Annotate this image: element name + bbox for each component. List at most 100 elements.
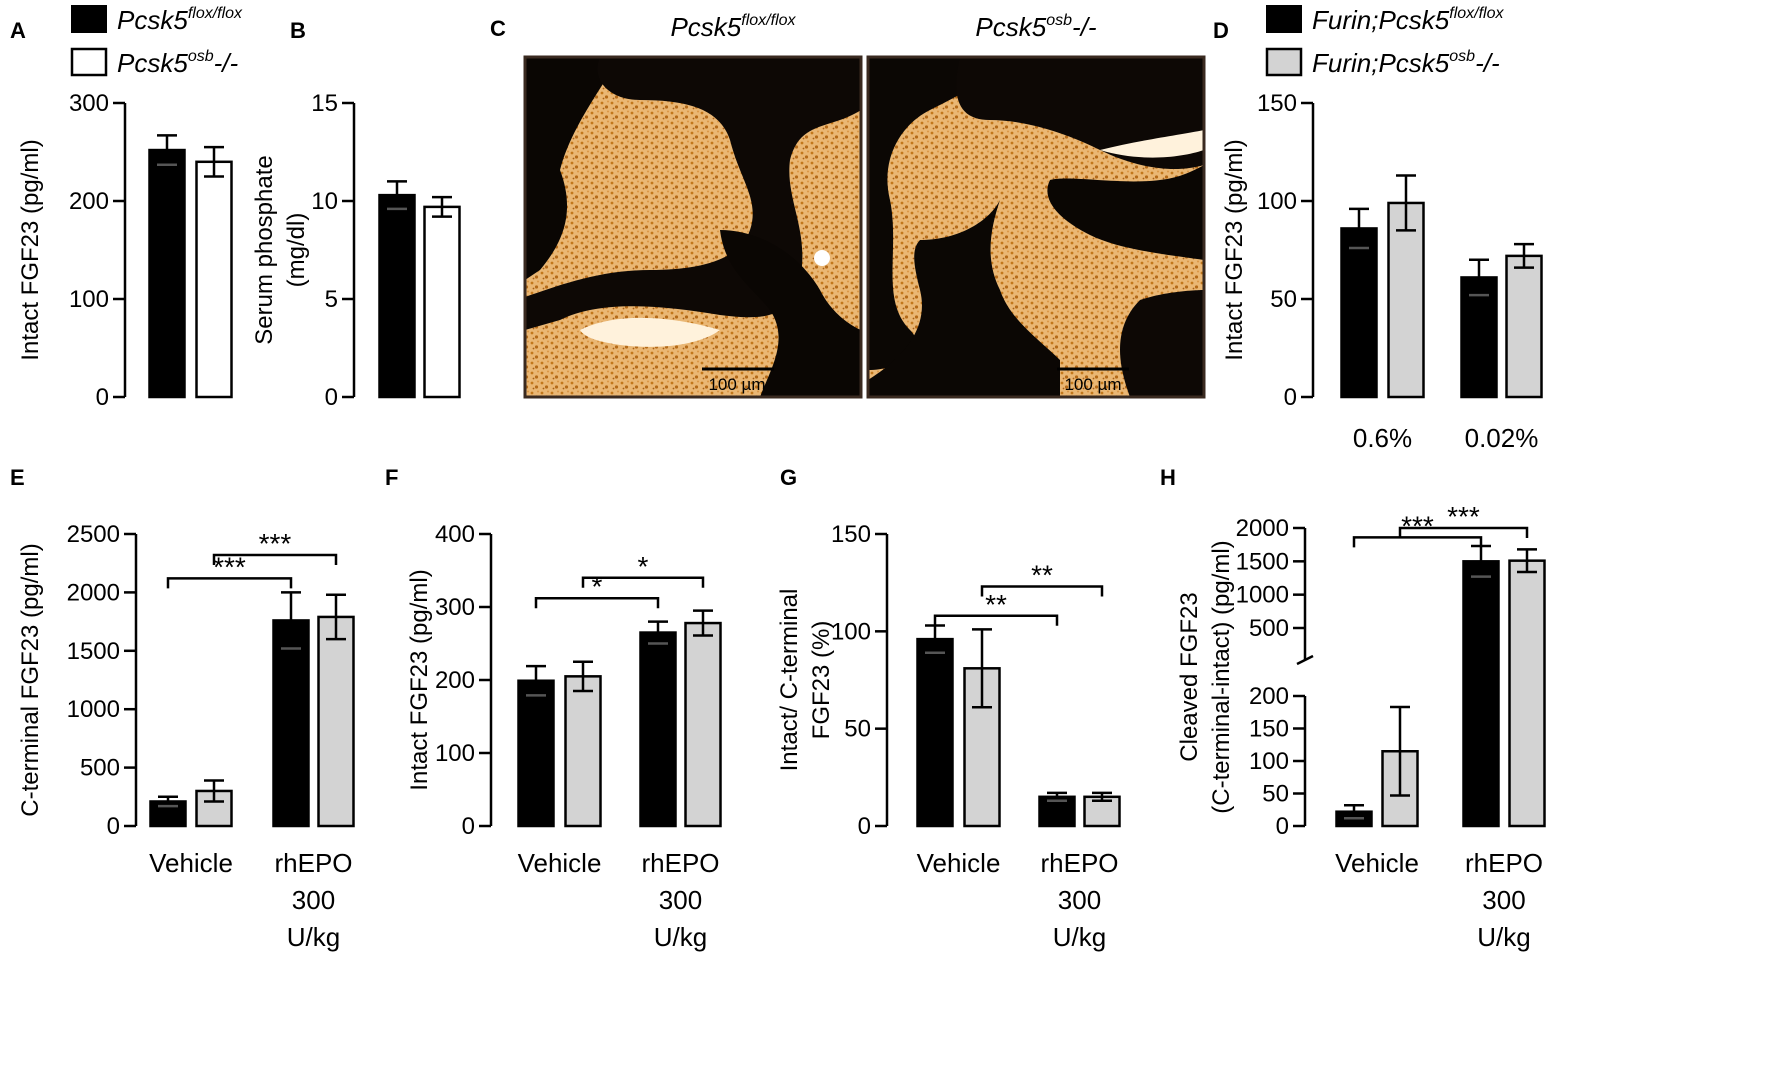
y-tick-label: 50 [1262,781,1289,808]
chart-panel-b: B 0 5 10 15 Serum phosphate (mg/dl) [251,18,461,411]
y-tick-label: 400 [435,521,475,548]
panel-c-micrographs: C Pcsk5flox/flox Pcsk5osb-/- 100 µm 100 … [490,12,1206,399]
y-tick-label: 500 [1249,615,1289,642]
legend-swatch-flox [71,5,107,33]
y-tick-label: 100 [1249,748,1289,775]
y-tick-label: 150 [1257,90,1297,117]
bar [378,193,416,399]
x-category-label: U/kg [654,922,707,952]
panel-label-g: G [780,465,797,490]
x-category-label: U/kg [1053,922,1106,952]
y-axis-label: Intact FGF23 (pg/ml) [406,569,433,790]
x-category-label: 300 [659,885,702,915]
y-tick-label: 150 [831,521,871,548]
significance-label: *** [213,551,246,582]
x-category-label: rhEPO [641,848,719,878]
significance-bracket [933,614,1059,626]
bar [517,679,555,828]
y-tick-label: 50 [844,716,871,743]
y-tick-label: 2500 [67,521,120,548]
x-category-label: Vehicle [518,848,602,878]
bar [1462,560,1500,828]
bar [1505,254,1543,399]
chart-panel-a: A 0 100 200 300 Intact FGF23 (pg/ml) [10,18,233,411]
legend-swatch-furin-osb [1265,47,1303,77]
bar [149,800,187,828]
y-axis-label: Cleaved FGF23 [1176,592,1203,761]
chart-panel-e: E 0 500 1000 1500 2000 2500 C-terminal FGF23 (p… [10,465,355,952]
x-category-label: 300 [1058,885,1101,915]
x-category-label: 300 [292,885,335,915]
y-axis-label: (mg/dl) [283,213,310,288]
x-category-label: 300 [1482,885,1525,915]
x-category-label: U/kg [1477,922,1530,952]
y-tick-label: 200 [69,188,109,215]
micrograph-left: 100 µm [523,55,863,399]
y-tick-label: 1000 [1236,582,1289,609]
legend-top-right: Furin;Pcsk5flox/flox Furin;Pcsk5osb-/- [1265,5,1505,78]
y-tick-label: 50 [1270,286,1297,313]
y-tick-label: 100 [831,618,871,645]
legend-label-furin-flox: Furin;Pcsk5flox/flox [1312,5,1505,35]
y-tick-label: 200 [435,667,475,694]
x-category-label: 0.02% [1465,423,1539,453]
bar [1387,201,1425,399]
significance-label: *** [1401,510,1434,541]
legend-label-flox: Pcsk5flox/flox [117,5,243,35]
legend-swatch-furin-flox [1266,5,1302,33]
legend-label-furin-osb: Furin;Pcsk5osb-/- [1312,48,1500,78]
bar [639,631,677,828]
significance-label: ** [1031,560,1053,591]
y-tick-label: 2000 [1236,515,1289,542]
significance-bracket [1398,526,1529,538]
significance-bracket [980,585,1104,597]
panel-label-f: F [385,465,398,490]
micrograph-right: 100 µm [866,55,1206,399]
bar [423,205,461,399]
y-tick-label: 150 [1249,716,1289,743]
y-tick-label: 1500 [1236,548,1289,575]
significance-bracket [1352,536,1483,548]
significance-label: *** [1447,501,1480,532]
y-tick-label: 0 [1284,384,1297,411]
significance-label: * [638,551,649,582]
x-category-label: Vehicle [1335,848,1419,878]
legend-top-left: Pcsk5flox/flox Pcsk5osb-/- [70,5,243,78]
scale-label-left: 100 µm [708,375,765,394]
y-tick-label: 10 [311,188,338,215]
y-tick-label: 300 [69,90,109,117]
y-tick-label: 2000 [67,579,120,606]
y-tick-label: 1000 [67,696,120,723]
x-category-label: rhEPO [1465,848,1543,878]
micrograph-title-left: Pcsk5flox/flox [670,12,796,42]
panel-label-b: B [290,18,306,43]
significance-label: * [592,571,603,602]
x-category-label: Vehicle [149,848,233,878]
y-tick-label: 0 [462,813,475,840]
y-axis-label: Intact FGF23 (pg/ml) [17,139,44,360]
bar [916,637,954,828]
y-axis-label: Serum phosphate [251,155,278,344]
y-tick-label: 0 [325,384,338,411]
bar [1508,559,1546,828]
legend-label-osb: Pcsk5osb-/- [117,48,238,78]
y-tick-label: 100 [69,286,109,313]
y-axis-label: FGF23 (%) [808,621,835,740]
bar [1460,276,1498,399]
x-category-label: Vehicle [917,848,1001,878]
bar [1340,227,1378,399]
significance-bracket [534,596,660,609]
bar [148,148,186,399]
bar [317,615,355,828]
chart-panel-h: H 0 50 100 150 200 500 1000 1500 2000 Cleaved FGF2… [1160,465,1546,952]
y-axis-label: (C-terminal-intact) (pg/ml) [1208,540,1235,813]
x-category-label: 0.6% [1353,423,1412,453]
y-tick-label: 5 [325,286,338,313]
axis-break-mark [1296,654,1314,666]
bar [272,619,310,828]
y-tick-label: 100 [435,740,475,767]
chart-panel-d: D 0 50 100 150 Intact FGF23 (pg/ml) 0.6% 0.02% [1213,18,1543,453]
